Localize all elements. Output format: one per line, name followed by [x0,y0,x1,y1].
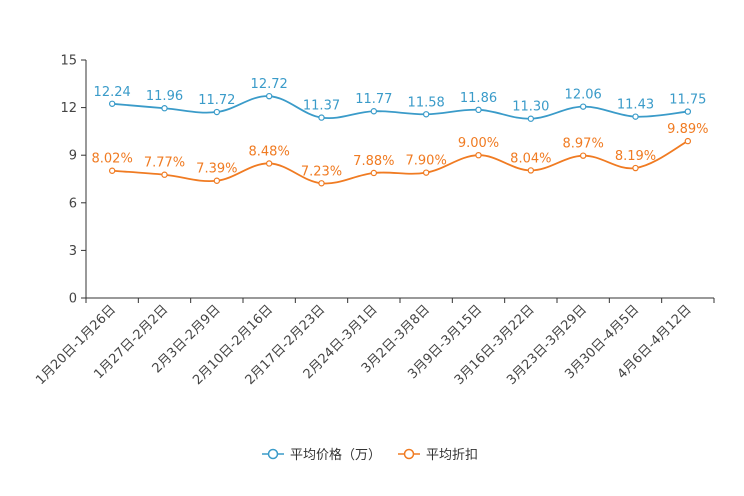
data-point-series-1 [108,100,116,107]
data-point-series-2 [422,169,430,176]
data-label-series-2: 7.39% [196,162,237,177]
data-label-series-2: 7.77% [144,156,185,171]
data-label-series-1: 11.37 [303,99,340,114]
y-tick-label: 9 [69,149,77,164]
data-point-series-2 [527,167,535,174]
data-label-series-1: 11.77 [355,92,392,107]
data-label-series-1: 11.43 [617,98,654,113]
data-point-series-2 [684,137,692,145]
data-point-series-1 [422,111,430,118]
series-line-1 [112,95,688,120]
legend-marker-2 [403,448,415,460]
data-point-series-1 [318,114,325,121]
data-point-series-2 [579,152,587,159]
data-label-series-1: 12.24 [94,85,131,100]
data-point-series-2 [213,177,221,184]
data-label-series-1: 12.72 [251,77,288,92]
data-point-series-2 [318,180,325,187]
data-label-series-2: 9.89% [667,122,708,137]
legend-label-2: 平均折扣 [426,448,478,463]
y-tick-label: 6 [69,196,77,211]
data-label-series-1: 11.30 [512,100,549,115]
data-point-series-2 [108,167,116,174]
data-label-series-2: 7.23% [301,164,342,179]
series-line-2 [112,140,689,185]
data-point-series-2 [265,160,273,167]
y-tick-label: 3 [69,244,77,259]
data-label-series-1: 12.06 [565,88,602,103]
data-point-series-2 [475,151,482,159]
data-point-series-1 [475,106,482,114]
data-point-series-1 [579,103,587,110]
data-label-series-2: 7.88% [353,154,394,169]
data-point-series-1 [632,113,639,120]
y-tick-label: 15 [60,54,77,69]
data-point-series-1 [161,105,168,112]
data-label-series-1: 11.75 [669,93,706,108]
data-point-series-2 [632,164,639,172]
y-tick-label: 0 [69,292,77,307]
data-point-series-1 [527,115,535,122]
data-label-series-2: 8.97% [563,137,604,152]
data-point-series-1 [370,108,378,115]
data-label-series-2: 8.02% [92,152,133,167]
data-label-series-1: 11.96 [146,89,183,104]
legend-marker-1 [267,448,279,460]
data-label-series-2: 8.19% [615,149,656,164]
data-point-series-2 [161,171,168,178]
data-label-series-1: 11.86 [460,91,497,106]
data-label-series-1: 11.58 [408,95,445,110]
data-point-series-1 [265,92,273,100]
data-label-series-1: 11.72 [198,93,235,108]
data-point-series-1 [213,108,221,116]
data-label-series-2: 7.90% [406,154,447,169]
y-tick-label: 12 [60,101,77,116]
data-point-series-1 [684,108,692,115]
data-label-series-2: 8.04% [510,151,551,166]
data-label-series-2: 8.48% [249,144,290,159]
data-label-series-2: 9.00% [458,136,499,151]
data-point-series-2 [370,169,378,177]
legend-label-1: 平均价格（万） [290,447,381,463]
